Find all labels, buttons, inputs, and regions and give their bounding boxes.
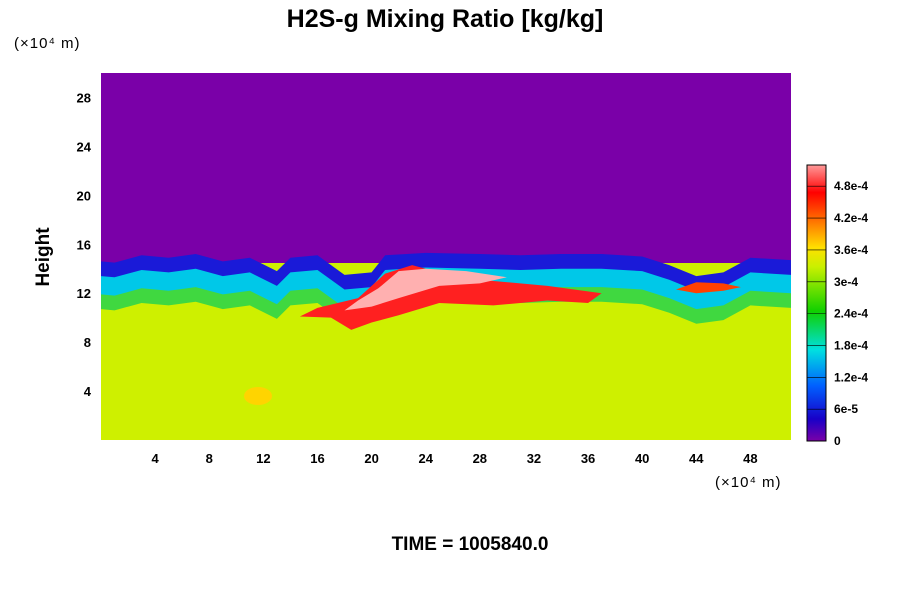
x-tick-label: 48 [743,451,757,466]
colorbar-ticks: 0 6e-5 1.2e-4 1.8e-4 2.4e-4 3e-4 3.6e-4 4.2e-4 4… [807,179,868,448]
x-axis-ticks: 4 8 12 16 20 24 28 32 36 40 44 48 [152,451,758,466]
interface-band-green [101,285,791,324]
x-tick-label: 8 [206,451,213,466]
y-unit-label: (×10⁴ m) [14,35,81,52]
colorbar [806,164,827,442]
colorbar-tick-label: 2.4e-4 [834,307,868,321]
colorbar-tick-label: 6e-5 [834,402,858,416]
y-axis-ticks: 4 8 12 16 20 24 28 [77,90,92,399]
colorbar-tick-label: 1.8e-4 [834,338,868,352]
y-tick-label: 8 [84,335,91,350]
x-tick-label: 40 [635,451,649,466]
heatmap-field [101,73,791,440]
pink-core [344,268,507,311]
chart-title: H2S-g Mixing Ratio [kg/kg] [287,5,604,33]
interface-band-cyan [101,267,791,312]
upper-layer-fill [101,73,791,263]
x-tick-label: 20 [364,451,378,466]
colorbar-tick-label: 1.2e-4 [834,370,868,384]
x-tick-label: 24 [418,451,433,466]
y-tick-label: 28 [77,90,91,105]
red-streak [676,282,741,294]
warm-patch [244,387,272,405]
x-tick-label: 16 [310,451,324,466]
y-tick-label: 4 [84,384,92,399]
x-unit-label: (×10⁴ m) [715,474,782,491]
x-tick-label: 12 [256,451,270,466]
colorbar-tick-label: 4.8e-4 [834,179,868,193]
time-label: TIME = 1005840.0 [392,534,549,555]
x-tick-label: 4 [152,451,160,466]
x-tick-label: 36 [581,451,595,466]
colorbar-tick-label: 0 [834,434,841,448]
high-concentration-zone [299,265,741,330]
colorbar-tick-label: 4.2e-4 [834,211,868,225]
x-tick-label: 28 [473,451,487,466]
x-tick-label: 44 [689,451,704,466]
colorbar-tick-label: 3.6e-4 [834,243,868,257]
red-zone [299,265,602,330]
x-tick-label: 32 [527,451,541,466]
y-tick-label: 16 [77,237,91,252]
y-tick-label: 12 [77,286,91,301]
interface-band-blue [101,252,791,295]
y-tick-label: 24 [77,139,92,154]
y-tick-label: 20 [77,188,91,203]
y-axis-label: Height [33,227,54,287]
colorbar-tick-label: 3e-4 [834,275,858,289]
